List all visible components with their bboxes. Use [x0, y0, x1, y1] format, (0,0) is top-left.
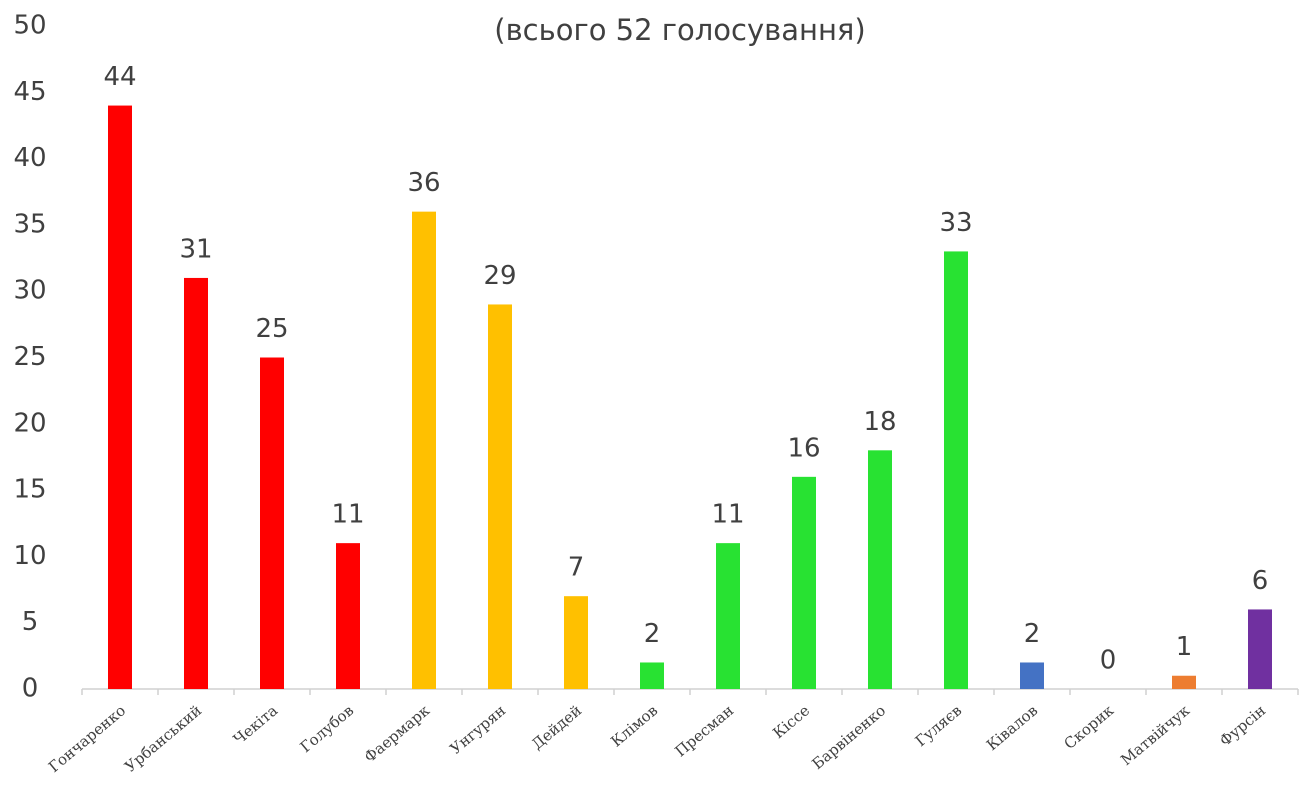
data-label: 11 — [711, 500, 744, 530]
data-label: 2 — [1024, 619, 1041, 649]
y-tick-label: 30 — [13, 276, 46, 306]
y-tick-label: 35 — [13, 209, 46, 239]
data-label: 44 — [103, 62, 136, 92]
data-label: 11 — [331, 500, 364, 530]
bar — [792, 476, 816, 689]
x-tick-label: Барвіненко — [809, 701, 890, 773]
y-tick-label: 50 — [13, 11, 46, 41]
y-tick-label: 40 — [13, 143, 46, 173]
y-tick-label: 10 — [13, 541, 46, 571]
chart-title: (всього 52 голосування) — [494, 13, 865, 47]
data-label: 7 — [568, 553, 585, 583]
bar — [1248, 609, 1272, 689]
x-tick-label: Унгурян — [447, 701, 510, 758]
bar — [336, 543, 360, 689]
y-tick-label: 45 — [13, 77, 46, 107]
bar — [260, 357, 284, 689]
y-tick-label: 0 — [22, 674, 39, 704]
bar — [944, 251, 968, 690]
data-label: 31 — [179, 234, 212, 264]
data-label: 2 — [644, 619, 661, 649]
x-tick-label: Фаермарк — [361, 701, 434, 766]
bar — [1172, 675, 1196, 689]
bar — [488, 304, 512, 689]
bar — [108, 105, 132, 689]
bar — [564, 596, 588, 689]
data-label: 25 — [255, 314, 288, 344]
x-tick-label: Фурсін — [1216, 701, 1269, 750]
x-tick-label: Урбанський — [121, 701, 205, 775]
bar — [640, 662, 664, 689]
y-tick-label: 15 — [13, 475, 46, 505]
y-tick-label: 25 — [13, 342, 46, 372]
bar — [716, 543, 740, 689]
data-label: 0 — [1100, 646, 1117, 676]
data-label: 16 — [787, 433, 820, 463]
y-tick-label: 20 — [13, 408, 46, 438]
x-tick-label: Пресман — [672, 701, 738, 760]
x-tick-label: Матвійчук — [1117, 701, 1193, 769]
x-tick-label: Клімов — [607, 701, 661, 750]
x-tick-label: Гуляєв — [912, 701, 965, 750]
y-tick-label: 5 — [22, 607, 39, 637]
bar — [1020, 662, 1044, 689]
x-tick-label: Скорик — [1060, 701, 1117, 753]
x-tick-label: Голубов — [297, 701, 357, 756]
data-label: 18 — [863, 407, 896, 437]
bar — [184, 277, 208, 689]
x-tick-label: Ківалов — [983, 701, 1041, 754]
data-label: 29 — [483, 261, 516, 291]
bar — [412, 211, 436, 689]
data-label: 1 — [1176, 632, 1193, 662]
x-tick-label: Гончаренко — [45, 701, 129, 776]
x-tick-label: Кіссе — [769, 701, 813, 742]
data-label: 6 — [1252, 566, 1269, 596]
x-tick-label: Дейдей — [528, 701, 585, 753]
bar — [868, 450, 892, 689]
data-label: 36 — [407, 168, 440, 198]
data-label: 33 — [939, 208, 972, 238]
x-tick-label: Чекіта — [230, 701, 281, 748]
